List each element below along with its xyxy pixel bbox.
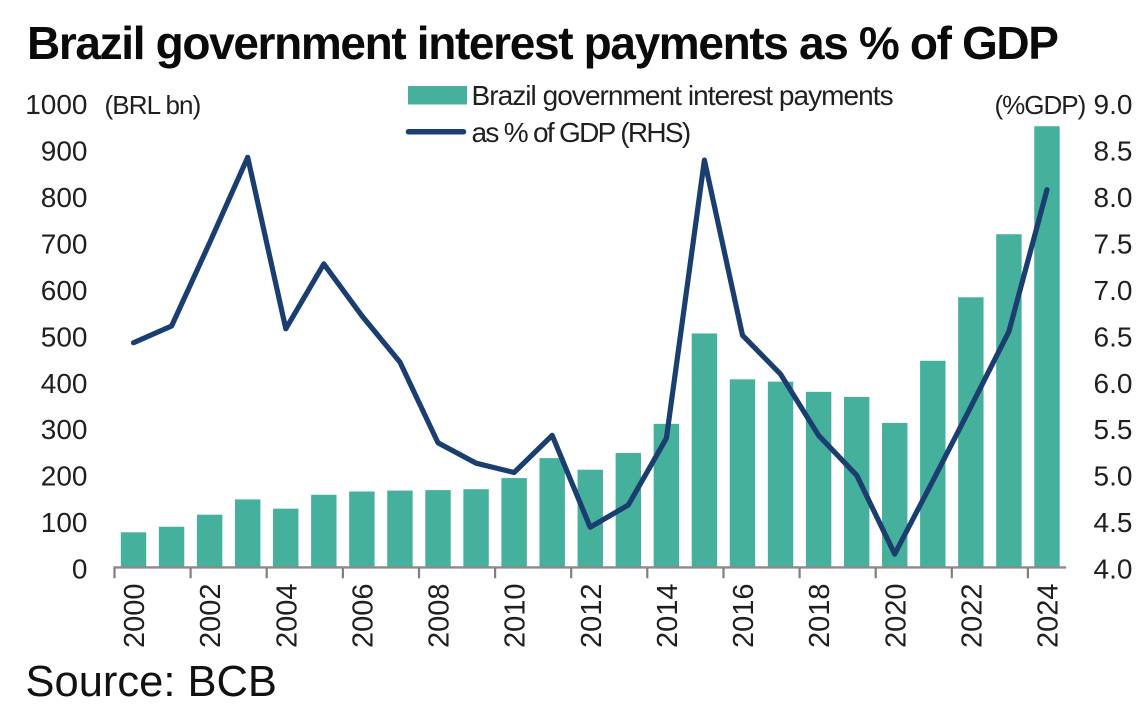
- svg-text:6.5: 6.5: [1094, 321, 1133, 352]
- svg-text:7.5: 7.5: [1094, 228, 1133, 259]
- svg-text:7.0: 7.0: [1094, 275, 1133, 306]
- svg-text:900: 900: [41, 136, 88, 167]
- svg-text:5.0: 5.0: [1094, 461, 1133, 492]
- svg-text:8.0: 8.0: [1094, 182, 1133, 213]
- svg-text:(%GDP): (%GDP): [995, 90, 1086, 120]
- svg-text:300: 300: [41, 414, 88, 445]
- svg-text:8.5: 8.5: [1094, 136, 1133, 167]
- svg-text:100: 100: [41, 507, 88, 538]
- svg-text:Brazil government interest pay: Brazil government interest payments as %…: [27, 17, 1058, 69]
- svg-text:400: 400: [41, 368, 88, 399]
- svg-text:2000: 2000: [119, 584, 151, 649]
- svg-text:700: 700: [41, 228, 88, 259]
- svg-text:2020: 2020: [880, 584, 912, 649]
- svg-text:2014: 2014: [652, 584, 684, 649]
- svg-text:2018: 2018: [804, 584, 836, 649]
- svg-text:0: 0: [72, 554, 88, 585]
- svg-text:2022: 2022: [957, 584, 989, 649]
- svg-text:4.0: 4.0: [1094, 554, 1133, 585]
- svg-text:5.5: 5.5: [1094, 414, 1133, 445]
- svg-text:(BRL bn): (BRL bn): [105, 90, 201, 120]
- svg-text:800: 800: [41, 182, 88, 213]
- svg-text:as % of GDP (RHS): as % of GDP (RHS): [472, 117, 690, 148]
- svg-text:2008: 2008: [424, 584, 456, 649]
- svg-text:2024: 2024: [1033, 584, 1065, 649]
- svg-text:2004: 2004: [271, 584, 303, 649]
- svg-text:200: 200: [41, 461, 88, 492]
- svg-text:2012: 2012: [576, 584, 608, 649]
- svg-text:Brazil government interest pay: Brazil government interest payments: [472, 80, 893, 111]
- svg-text:4.5: 4.5: [1094, 507, 1133, 538]
- svg-text:500: 500: [41, 321, 88, 352]
- svg-text:9.0: 9.0: [1094, 89, 1133, 120]
- svg-text:1000: 1000: [25, 89, 87, 120]
- svg-text:600: 600: [41, 275, 88, 306]
- svg-text:6.0: 6.0: [1094, 368, 1133, 399]
- svg-text:2006: 2006: [348, 584, 380, 649]
- svg-text:2010: 2010: [500, 584, 532, 649]
- svg-text:Source: BCB: Source: BCB: [26, 658, 277, 706]
- svg-text:2016: 2016: [728, 584, 760, 649]
- svg-text:2002: 2002: [195, 584, 227, 649]
